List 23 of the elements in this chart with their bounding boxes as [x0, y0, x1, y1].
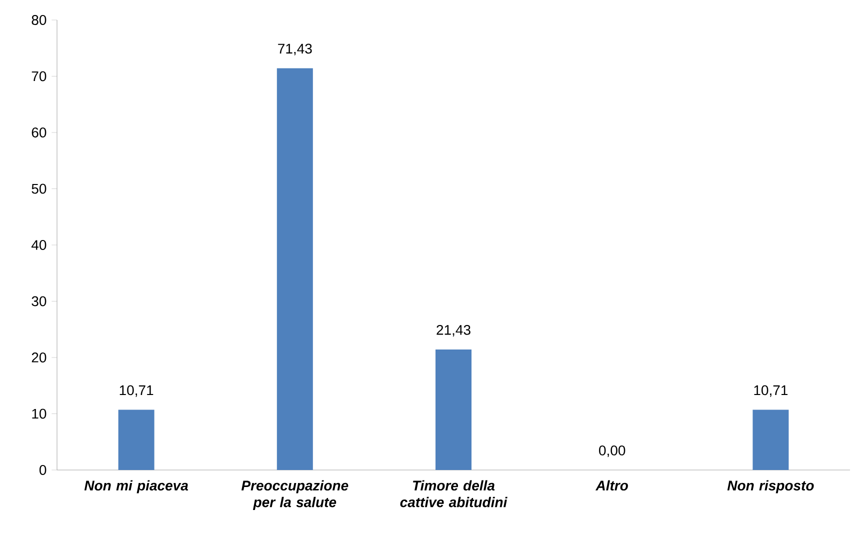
y-tick-label: 20 [32, 352, 46, 362]
bar [118, 410, 154, 470]
x-tick-label: Timore della cattive abitudini [400, 480, 508, 508]
y-tick-label: 10 [32, 408, 46, 419]
y-tick-label: 80 [32, 15, 46, 25]
y-tick-label: 0 [40, 465, 46, 475]
y-tick-label: 40 [31, 240, 46, 250]
x-tick-label: Non risposto [727, 480, 814, 494]
y-tick-label: 70 [32, 71, 46, 82]
x-tick-label: Non mi piaceva [84, 480, 188, 494]
y-tick-label: 60 [32, 128, 46, 138]
data-label: 21,43 [436, 324, 470, 337]
bar [276, 68, 313, 470]
bar [752, 410, 789, 470]
data-label: 10,71 [754, 385, 788, 397]
x-tick-label: Altro [595, 480, 628, 491]
bar [436, 349, 472, 470]
data-label: 0,00 [599, 445, 626, 458]
data-label: 10,71 [120, 385, 154, 397]
data-label: 71,43 [278, 44, 312, 56]
y-tick-label: 30 [32, 296, 46, 306]
y-tick-label: 50 [32, 184, 46, 194]
x-tick-label: Preoccupazione per la salute [241, 480, 348, 510]
